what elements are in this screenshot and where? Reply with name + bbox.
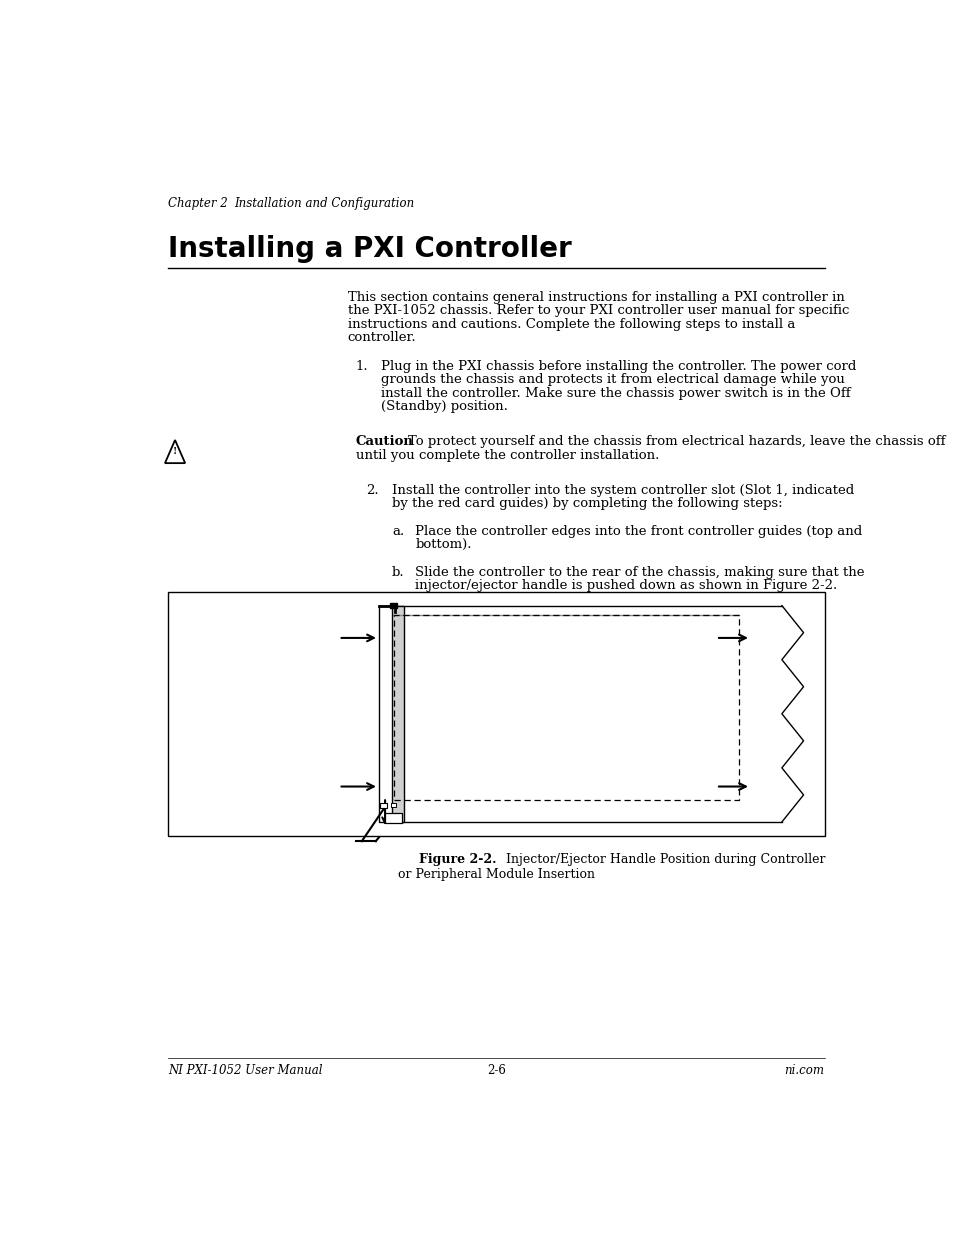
Text: Place the controller edges into the front controller guides (top and: Place the controller edges into the fron… [415,525,862,537]
Text: grounds the chassis and protects it from electrical damage while you: grounds the chassis and protects it from… [381,373,844,387]
Text: Caution: Caution [355,436,413,448]
Bar [390,605,404,823]
Text: the PXI-1052 chassis. Refer to your PXI controller user manual for specific: the PXI-1052 chassis. Refer to your PXI … [348,304,848,317]
Text: a.: a. [392,525,404,537]
Text: until you complete the controller installation.: until you complete the controller instal… [355,448,659,462]
Text: bottom).: bottom). [415,538,472,551]
Bar [379,803,386,808]
Bar [378,605,392,823]
Text: Plug in the PXI chassis before installing the controller. The power cord: Plug in the PXI chassis before installin… [381,359,856,373]
Text: or Peripheral Module Insertion: or Peripheral Module Insertion [397,868,594,881]
Text: by the red card guides) by completing the following steps:: by the red card guides) by completing th… [392,498,781,510]
Text: NI PXI-1052 User Manual: NI PXI-1052 User Manual [168,1063,322,1077]
Text: Injector/Ejector Handle Position during Controller: Injector/Ejector Handle Position during … [497,852,824,866]
Text: controller.: controller. [348,331,416,345]
Text: To protect yourself and the chassis from electrical hazards, leave the chassis o: To protect yourself and the chassis from… [408,436,944,448]
Text: (Standby) position.: (Standby) position. [381,400,508,414]
Text: b.: b. [392,566,404,578]
Text: Installing a PXI Controller: Installing a PXI Controller [168,235,571,263]
Text: 1.: 1. [355,359,368,373]
Text: Installation and Configuration: Installation and Configuration [233,196,414,210]
Bar [168,593,823,836]
Text: instructions and cautions. Complete the following steps to install a: instructions and cautions. Complete the … [348,317,795,331]
Text: 2.: 2. [365,484,378,496]
Text: 2-6: 2-6 [486,1063,505,1077]
Text: install the controller. Make sure the chassis power switch is in the Off: install the controller. Make sure the ch… [381,387,850,400]
Bar [390,603,396,608]
Bar [390,803,395,806]
Text: Slide the controller to the rear of the chassis, making sure that the: Slide the controller to the rear of the … [415,566,863,578]
Text: Install the controller into the system controller slot (Slot 1, indicated: Install the controller into the system c… [392,484,853,496]
Bar [394,615,739,800]
Text: This section contains general instructions for installing a PXI controller in: This section contains general instructio… [348,290,843,304]
Bar [384,814,401,823]
Text: injector/ejector handle is pushed down as shown in Figure 2-2.: injector/ejector handle is pushed down a… [415,579,837,592]
Text: Chapter 2: Chapter 2 [168,196,228,210]
Text: ni.com: ni.com [783,1063,823,1077]
Text: !: ! [172,447,177,456]
Text: Figure 2-2.: Figure 2-2. [418,852,496,866]
